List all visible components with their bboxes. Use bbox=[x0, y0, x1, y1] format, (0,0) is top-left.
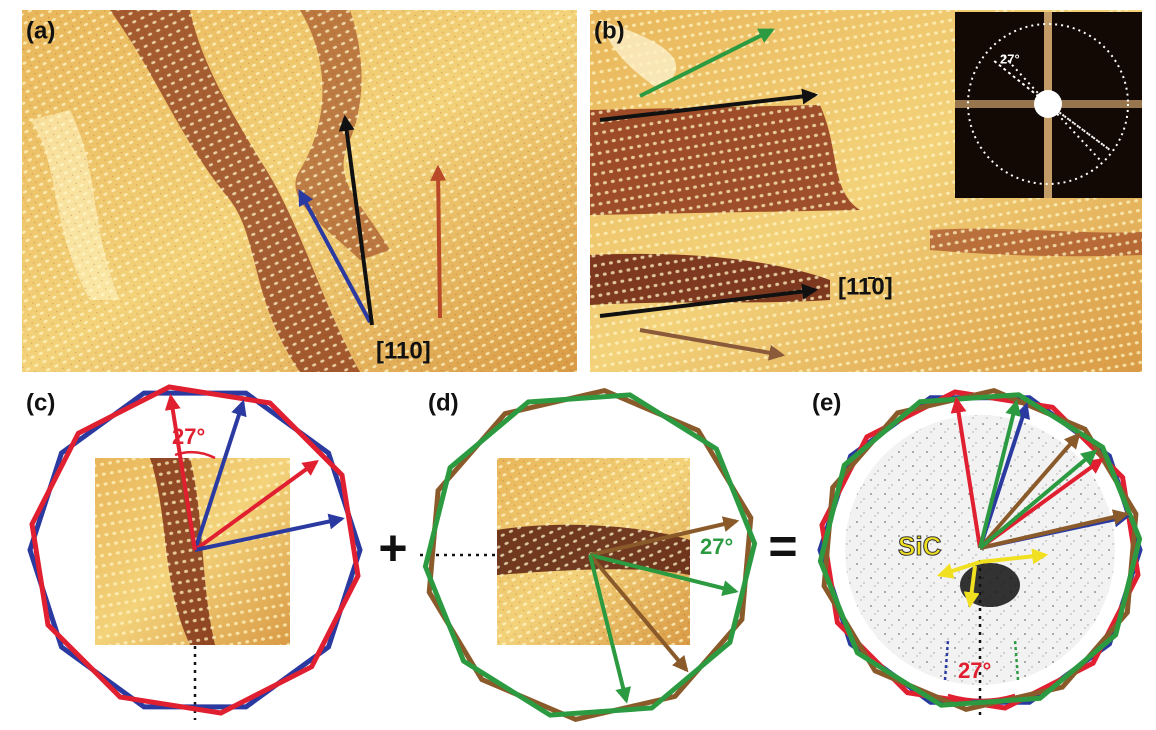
plus-operator: + bbox=[378, 520, 407, 576]
angle-label: 27° bbox=[958, 658, 991, 683]
figure: (a) [110] (b) [11̄0] 27° bbox=[0, 0, 1156, 730]
panel-c: (c) 27° bbox=[26, 387, 360, 720]
panel-label: (e) bbox=[812, 389, 841, 416]
direction-label: [110] bbox=[376, 337, 431, 364]
page: {"panels": [ {"label": "(a)", "direction… bbox=[0, 0, 1156, 730]
equals-operator: = bbox=[768, 518, 797, 574]
panel-b: (b) [11̄0] 27° bbox=[590, 10, 1142, 372]
angle-label: 27° bbox=[700, 534, 733, 559]
panel-d: (d) 27° bbox=[420, 389, 755, 719]
substrate-label: SiC bbox=[898, 531, 942, 561]
panel-label: (d) bbox=[428, 389, 459, 416]
panel-label: (c) bbox=[26, 389, 55, 416]
direction-label: [11̄0] bbox=[838, 273, 893, 300]
panel-a: (a) [110] bbox=[22, 10, 577, 372]
panel-label: (b) bbox=[594, 17, 625, 44]
fft-inset: 27° bbox=[955, 12, 1142, 198]
inset-angle: 27° bbox=[1000, 51, 1020, 66]
panel-label: (a) bbox=[26, 17, 55, 44]
panel-e: (e) SiC 27° bbox=[812, 389, 1140, 720]
